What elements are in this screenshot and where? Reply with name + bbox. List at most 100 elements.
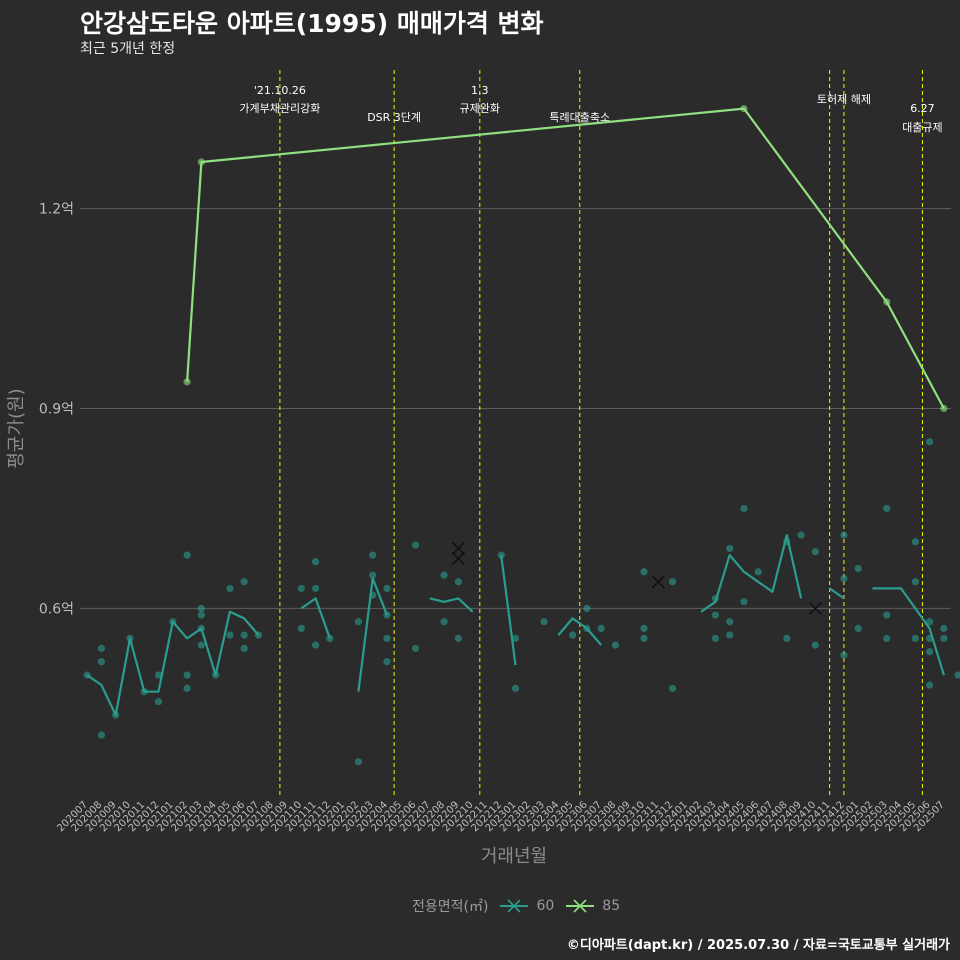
legend-cross-85 <box>573 899 587 913</box>
data-point <box>440 571 448 579</box>
data-point <box>354 758 363 766</box>
cross-marker <box>451 551 465 566</box>
data-point <box>726 544 734 553</box>
data-point <box>640 634 648 643</box>
data-point <box>183 671 191 679</box>
data-point <box>840 651 848 659</box>
legend-key-85 <box>566 899 595 913</box>
data-point <box>883 634 891 643</box>
data-point <box>740 598 748 606</box>
data-point <box>383 584 391 593</box>
data-point <box>811 641 819 649</box>
legend-label-60: 60 <box>536 898 555 914</box>
series-line-60 <box>557 617 603 646</box>
data-point <box>854 624 862 633</box>
data-point <box>511 684 520 692</box>
data-point <box>925 648 934 656</box>
data-point <box>311 584 320 593</box>
data-point <box>240 631 248 639</box>
data-point <box>197 611 205 619</box>
data-point <box>383 634 391 643</box>
data-point <box>97 644 106 653</box>
event-label: 6.27 <box>910 102 935 115</box>
y-tick-label: 0.6억 <box>39 601 74 617</box>
data-point <box>954 671 960 679</box>
data-point <box>197 604 205 613</box>
legend-key-60 <box>500 899 529 913</box>
event-label: 규제완화 <box>460 102 500 115</box>
data-point <box>297 584 305 593</box>
data-point <box>311 641 320 649</box>
data-point <box>911 578 919 586</box>
event-label: 대출규제 <box>902 121 942 134</box>
event-label: 특례대출축소 <box>549 111 610 124</box>
data-point <box>711 634 720 643</box>
x-axis-title: 거래년월 <box>481 846 547 867</box>
data-point <box>411 541 420 549</box>
y-tick-label: 1.2억 <box>39 202 74 218</box>
data-point <box>811 548 819 556</box>
data-point <box>854 564 862 573</box>
data-point <box>840 574 848 583</box>
data-point <box>740 504 748 513</box>
data-point <box>640 624 648 633</box>
data-point <box>226 584 234 593</box>
data-point <box>297 624 305 633</box>
data-point <box>925 618 934 626</box>
data-point <box>97 731 106 739</box>
data-point <box>925 681 934 689</box>
data-point <box>883 504 891 513</box>
legend-title: 전용면적(㎡) <box>412 899 489 915</box>
series-line-60 <box>700 534 803 613</box>
event-label: 토허제 해제 <box>817 92 871 106</box>
data-point <box>454 634 462 643</box>
data-point <box>840 531 848 539</box>
data-point <box>97 658 106 666</box>
series-line-60 <box>429 597 474 613</box>
data-point <box>940 634 948 643</box>
data-point <box>797 531 805 539</box>
legend-cross-60 <box>507 899 522 913</box>
data-point <box>726 618 734 626</box>
data-point <box>454 578 462 586</box>
series-line-60 <box>500 554 517 666</box>
series-line-60 <box>86 610 260 717</box>
cross-marker <box>451 541 465 556</box>
data-point <box>154 698 163 706</box>
event-label: '21.10.26 <box>254 84 306 97</box>
series-line-85 <box>186 107 945 410</box>
data-point <box>597 624 605 633</box>
data-point <box>569 631 577 639</box>
event-label: 가계부채관리강화 <box>239 102 320 115</box>
data-point <box>369 571 377 579</box>
cross-marker <box>808 601 822 615</box>
data-point <box>240 644 248 653</box>
data-point <box>940 624 948 633</box>
series-line-60 <box>872 587 945 676</box>
data-point <box>754 568 762 576</box>
data-point <box>783 634 791 643</box>
data-point <box>925 438 934 446</box>
data-point <box>240 578 248 586</box>
source-caption: ©디아파트(dapt.kr) / 2025.07.30 / 자료=국토교통부 실… <box>566 938 950 953</box>
chart-subtitle: 최근 5개년 한정 <box>80 41 176 57</box>
data-point <box>411 644 420 653</box>
legend-label-85: 85 <box>602 898 621 914</box>
data-point <box>668 578 677 586</box>
event-label: DSR 3단계 <box>367 111 421 124</box>
y-tick-label: 0.9억 <box>39 402 74 418</box>
data-point <box>726 631 734 639</box>
data-point <box>154 671 163 679</box>
data-point <box>611 641 620 649</box>
data-point <box>183 551 191 559</box>
series-line-60 <box>828 587 845 600</box>
data-point <box>540 618 548 626</box>
chart-title: 안강삼도타운 아파트(1995) 매매가격 변화 <box>80 9 544 38</box>
data-point <box>383 658 391 666</box>
data-point <box>711 611 720 619</box>
data-point <box>668 684 677 692</box>
data-point <box>369 551 377 559</box>
data-point <box>883 611 891 619</box>
data-point <box>226 631 234 639</box>
